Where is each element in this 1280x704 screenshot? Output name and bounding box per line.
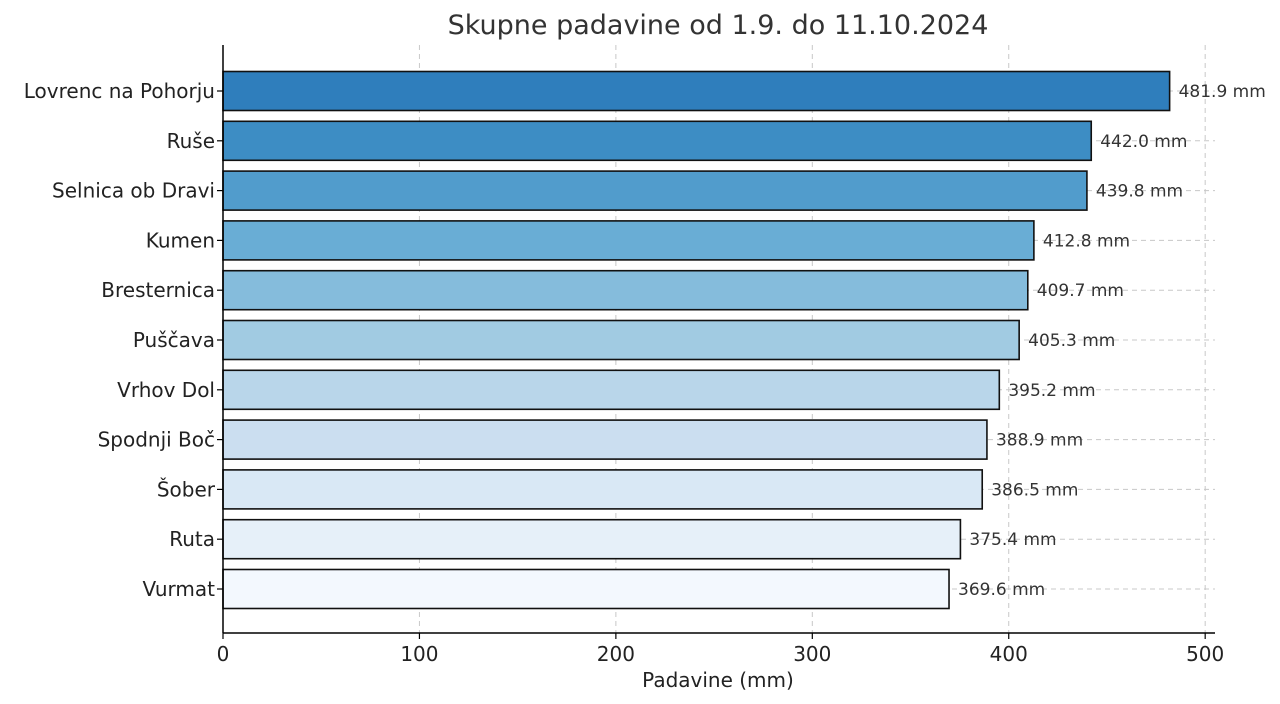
value-label: 442.0 mm xyxy=(1100,132,1187,152)
value-label: 375.4 mm xyxy=(969,530,1056,550)
value-label: 439.8 mm xyxy=(1096,182,1183,202)
value-labels: 481.9 mm 442.0 mm 439.8 mm 412.8 mm 409.7 mm… xyxy=(958,82,1266,600)
x-axis-label: Padavine (mm) xyxy=(642,668,794,692)
bar-3 xyxy=(222,170,1088,211)
value-label: 405.3 mm xyxy=(1028,331,1115,351)
x-tick-label: 500 xyxy=(1186,642,1224,666)
chart-title: Skupne padavine od 1.9. do 11.10.2024 xyxy=(448,10,989,41)
axes: 0 100 200 300 400 500 Lovrenc na Pohorju Ruše Se… xyxy=(24,45,1224,666)
bar-1 xyxy=(222,70,1171,112)
value-label: 409.7 mm xyxy=(1037,281,1124,301)
bar-4 xyxy=(222,220,1035,261)
value-label: 395.2 mm xyxy=(1008,381,1095,401)
category-label: Šober xyxy=(157,477,216,501)
category-label: Lovrenc na Pohorju xyxy=(24,79,215,103)
value-label: 369.6 mm xyxy=(958,580,1045,600)
bar-11 xyxy=(222,568,950,610)
bar-7 xyxy=(222,369,1001,411)
value-label: 481.9 mm xyxy=(1179,82,1266,102)
value-label: 412.8 mm xyxy=(1043,231,1130,251)
bar-5 xyxy=(222,269,1029,311)
bar-6 xyxy=(222,319,1020,361)
category-label: Selnica ob Dravi xyxy=(52,179,215,203)
bars xyxy=(222,70,1171,610)
x-tick-label: 100 xyxy=(400,642,438,666)
bar-8 xyxy=(222,419,988,460)
bar-2 xyxy=(222,120,1093,162)
x-tick-label: 300 xyxy=(793,642,831,666)
category-label: Bresternica xyxy=(101,278,215,302)
x-tick-label: 200 xyxy=(597,642,635,666)
value-label: 388.9 mm xyxy=(996,431,1083,451)
category-label: Vrhov Dol xyxy=(117,378,215,402)
category-label: Ruše xyxy=(167,129,215,153)
x-tick-label: 400 xyxy=(990,642,1028,666)
category-label: Spodnji Boč xyxy=(98,428,215,452)
value-label: 386.5 mm xyxy=(991,480,1078,500)
category-label: Vurmat xyxy=(143,577,216,601)
bar-9 xyxy=(222,469,984,510)
bar-10 xyxy=(222,518,962,560)
x-tick-label: 0 xyxy=(217,642,230,666)
category-label: Puščava xyxy=(133,328,215,352)
category-label: Ruta xyxy=(169,527,215,551)
category-label: Kumen xyxy=(146,228,215,252)
